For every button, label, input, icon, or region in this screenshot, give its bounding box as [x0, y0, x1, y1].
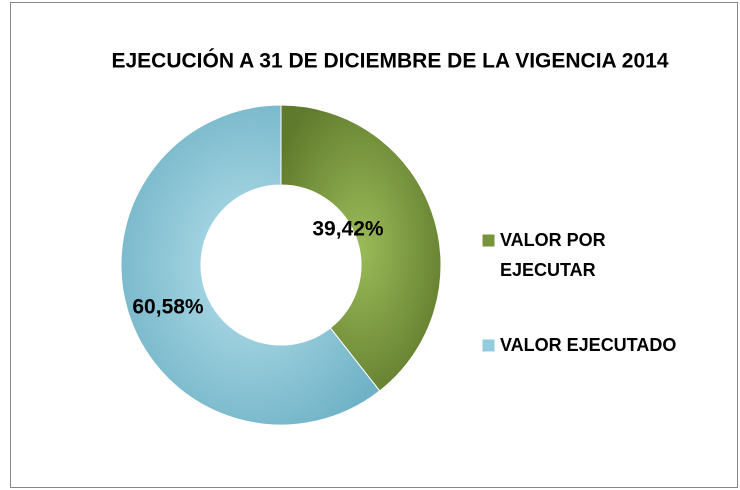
legend-label: VALOR POR EJECUTAR [500, 230, 606, 280]
legend-swatch [481, 233, 496, 248]
legend-label: VALOR EJECUTADO [500, 335, 677, 355]
data-label: 60,58% [132, 296, 204, 319]
donut-slice [280, 104, 442, 392]
data-label: 39,42% [312, 218, 384, 241]
legend-swatch [481, 338, 496, 353]
chart-title: EJECUCIÓN A 31 DE DICIEMBRE DE LA VIGENC… [111, 49, 668, 73]
donut-slice [120, 104, 381, 426]
